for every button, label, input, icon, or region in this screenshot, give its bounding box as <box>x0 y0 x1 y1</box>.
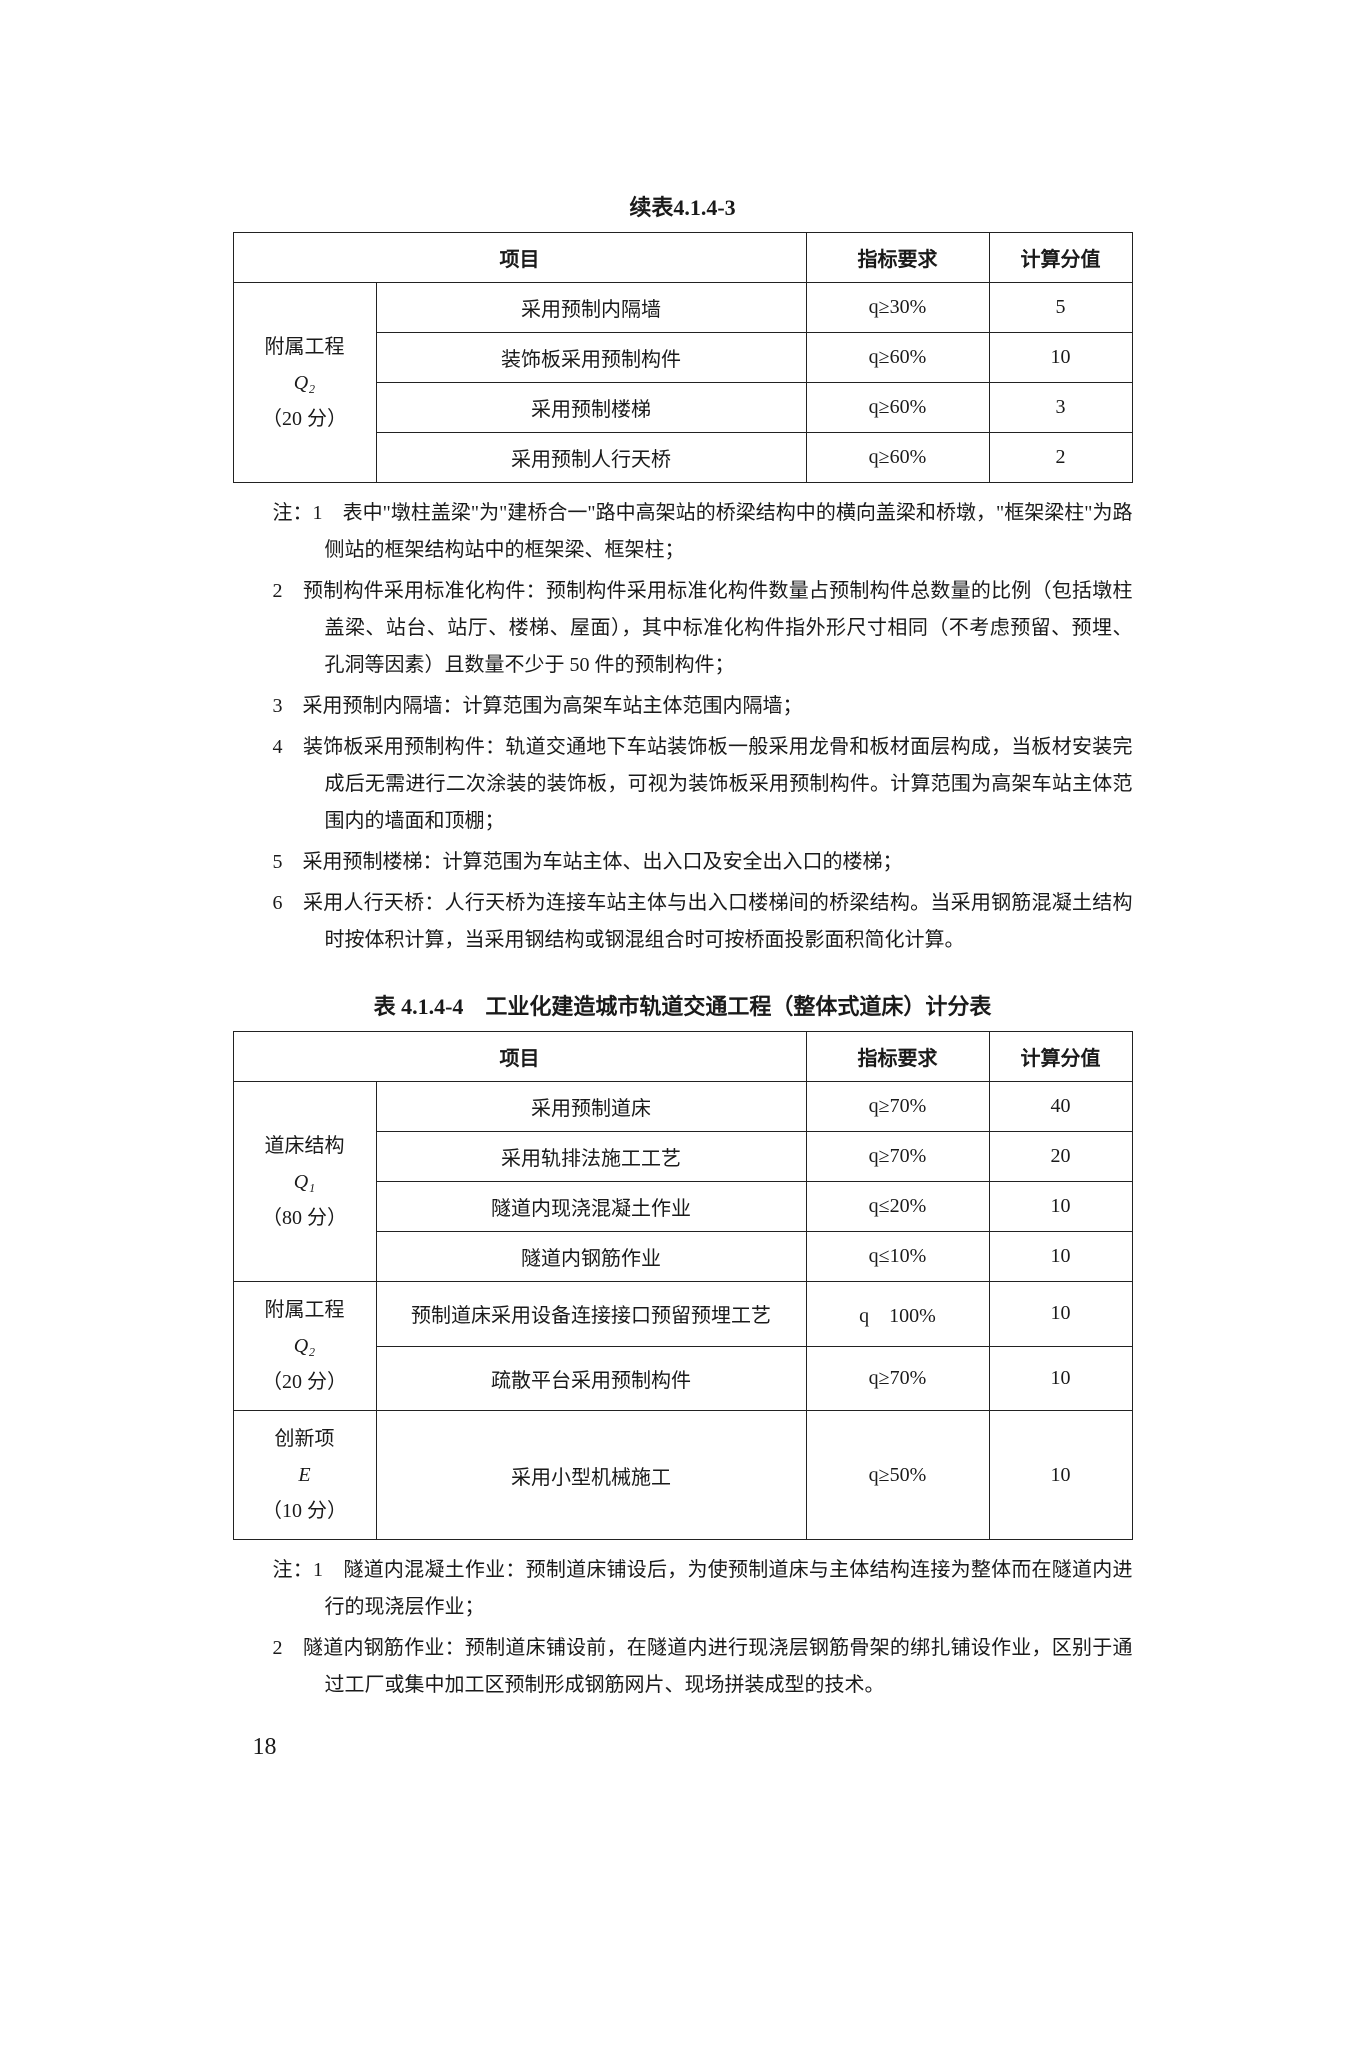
req-cell: q≥70% <box>806 1082 989 1132</box>
note-item: 2 预制构件采用标准化构件：预制构件采用标准化构件数量占预制构件总数量的比例（包… <box>273 573 1133 684</box>
req-cell: q 100% <box>806 1282 989 1347</box>
table1: 项目 指标要求 计算分值 附属工程 Q₂ （20 分） 采用预制内隔墙 q≥30… <box>233 232 1133 483</box>
score-cell: 10 <box>989 333 1132 383</box>
group-header: 道床结构 Q₁ （80 分） <box>233 1082 376 1282</box>
note-item: 4 装饰板采用预制构件：轨道交通地下车站装饰板一般采用龙骨和板材面层构成，当板材… <box>273 729 1133 840</box>
note-item: 1 隧道内混凝土作业：预制道床铺设后，为使预制道床与主体结构连接为整体而在隧道内… <box>313 1559 1133 1618</box>
score-cell: 2 <box>989 433 1132 483</box>
table-row: 创新项 E （10 分） 采用小型机械施工 q≥50% 10 <box>233 1411 1132 1540</box>
col-req: 指标要求 <box>806 233 989 283</box>
table2-caption: 表 4.1.4-4 工业化建造城市轨道交通工程（整体式道床）计分表 <box>233 989 1133 1021</box>
note-item: 1 表中"墩柱盖梁"为"建桥合一"路中高架站的桥梁结构中的横向盖梁和桥墩，"框架… <box>313 502 1133 561</box>
note-item: 6 采用人行天桥：人行天桥为连接车站主体与出入口楼梯间的桥梁结构。当采用钢筋混凝… <box>273 885 1133 959</box>
req-cell: q≥60% <box>806 383 989 433</box>
group-header: 附属工程 Q₂ （20 分） <box>233 1282 376 1411</box>
item-cell: 采用小型机械施工 <box>376 1411 806 1540</box>
item-cell: 预制道床采用设备连接接口预留预埋工艺 <box>376 1282 806 1347</box>
note-item: 5 采用预制楼梯：计算范围为车站主体、出入口及安全出入口的楼梯； <box>273 844 1133 881</box>
req-cell: q≥70% <box>806 1346 989 1411</box>
page-number: 18 <box>253 1734 1133 1761</box>
req-cell: q≥60% <box>806 333 989 383</box>
item-cell: 采用预制内隔墙 <box>376 283 806 333</box>
notes-label: 注： <box>273 502 313 524</box>
page-content: 续表4.1.4-3 项目 指标要求 计算分值 附属工程 Q₂ （20 分） 采用… <box>233 0 1133 1821</box>
item-cell: 隧道内现浇混凝土作业 <box>376 1182 806 1232</box>
req-cell: q≥60% <box>806 433 989 483</box>
item-cell: 装饰板采用预制构件 <box>376 333 806 383</box>
score-cell: 20 <box>989 1132 1132 1182</box>
table-row: 附属工程 Q₂ （20 分） 采用预制内隔墙 q≥30% 5 <box>233 283 1132 333</box>
table-row: 附属工程 Q₂ （20 分） 预制道床采用设备连接接口预留预埋工艺 q 100%… <box>233 1282 1132 1347</box>
score-cell: 5 <box>989 283 1132 333</box>
table1-caption: 续表4.1.4-3 <box>233 190 1133 222</box>
req-cell: q≤20% <box>806 1182 989 1232</box>
score-cell: 10 <box>989 1232 1132 1282</box>
group-header: 附属工程 Q₂ （20 分） <box>233 283 376 483</box>
item-cell: 采用预制人行天桥 <box>376 433 806 483</box>
table2: 项目 指标要求 计算分值 道床结构 Q₁ （80 分） 采用预制道床 q≥70%… <box>233 1031 1133 1540</box>
note-item: 3 采用预制内隔墙：计算范围为高架车站主体范围内隔墙； <box>273 688 1133 725</box>
group-header: 创新项 E （10 分） <box>233 1411 376 1540</box>
table-row: 道床结构 Q₁ （80 分） 采用预制道床 q≥70% 40 <box>233 1082 1132 1132</box>
score-cell: 10 <box>989 1282 1132 1347</box>
col-score: 计算分值 <box>989 233 1132 283</box>
table1-header-row: 项目 指标要求 计算分值 <box>233 233 1132 283</box>
item-cell: 疏散平台采用预制构件 <box>376 1346 806 1411</box>
item-cell: 采用预制道床 <box>376 1082 806 1132</box>
col-req: 指标要求 <box>806 1032 989 1082</box>
table2-notes: 注：1 隧道内混凝土作业：预制道床铺设后，为使预制道床与主体结构连接为整体而在隧… <box>273 1552 1133 1704</box>
col-item: 项目 <box>233 233 806 283</box>
item-cell: 采用轨排法施工工艺 <box>376 1132 806 1182</box>
req-cell: q≥30% <box>806 283 989 333</box>
req-cell: q≥50% <box>806 1411 989 1540</box>
table1-notes: 注：1 表中"墩柱盖梁"为"建桥合一"路中高架站的桥梁结构中的横向盖梁和桥墩，"… <box>273 495 1133 959</box>
item-cell: 隧道内钢筋作业 <box>376 1232 806 1282</box>
req-cell: q≥70% <box>806 1132 989 1182</box>
note-item: 2 隧道内钢筋作业：预制道床铺设前，在隧道内进行现浇层钢筋骨架的绑扎铺设作业，区… <box>273 1630 1133 1704</box>
score-cell: 10 <box>989 1182 1132 1232</box>
col-item: 项目 <box>233 1032 806 1082</box>
score-cell: 10 <box>989 1411 1132 1540</box>
table2-header-row: 项目 指标要求 计算分值 <box>233 1032 1132 1082</box>
item-cell: 采用预制楼梯 <box>376 383 806 433</box>
req-cell: q≤10% <box>806 1232 989 1282</box>
score-cell: 10 <box>989 1346 1132 1411</box>
col-score: 计算分值 <box>989 1032 1132 1082</box>
score-cell: 40 <box>989 1082 1132 1132</box>
notes-label: 注： <box>273 1559 313 1581</box>
score-cell: 3 <box>989 383 1132 433</box>
